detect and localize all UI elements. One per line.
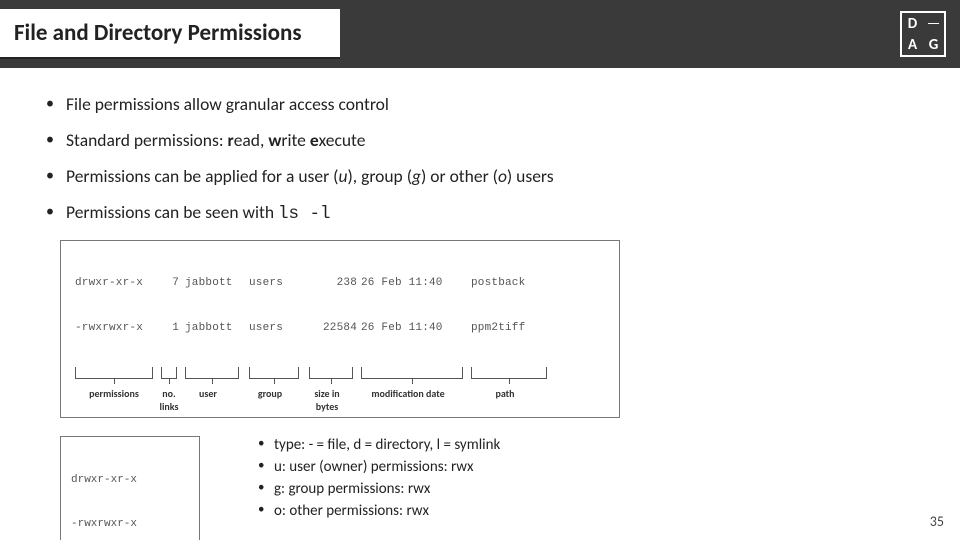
ls-row-0: drwxr-xr-x 7 jabbott users 238 26 Feb 11… bbox=[75, 276, 605, 291]
bracket-perm bbox=[75, 367, 153, 379]
slide-header: File and Directory Permissions D — A G bbox=[0, 0, 960, 68]
ls-perm-0: drwxr-xr-x bbox=[75, 276, 161, 291]
dag-logo: D — A G bbox=[900, 11, 946, 57]
perm-line-1: drwxr-xr-x bbox=[71, 473, 189, 488]
slide-body: File permissions allow granular access c… bbox=[0, 68, 960, 540]
label-group: group bbox=[245, 387, 295, 413]
bracket-labels: permissions no. links user group size in… bbox=[75, 387, 605, 413]
ls-rows: drwxr-xr-x 7 jabbott users 238 26 Feb 11… bbox=[75, 247, 605, 366]
perm-line-2: -rwxrwxr-x bbox=[71, 517, 189, 532]
ls-links-0: 7 bbox=[161, 276, 185, 291]
bracket-size bbox=[309, 367, 353, 379]
ls-links-1: 1 bbox=[161, 321, 185, 336]
title-container: File and Directory Permissions bbox=[0, 9, 340, 59]
ls-group-0: users bbox=[249, 276, 309, 291]
b2-pre: Standard permissions: bbox=[66, 129, 227, 151]
b2-exec: xecute bbox=[319, 129, 366, 151]
slide-title: File and Directory Permissions bbox=[14, 19, 302, 47]
ls-output-diagram: drwxr-xr-x 7 jabbott users 238 26 Feb 11… bbox=[60, 240, 620, 419]
perm-lines: drwxr-xr-x -rwxrwxr-x bbox=[71, 443, 189, 540]
label-perm: permissions bbox=[75, 387, 153, 413]
bullet-2: Standard permissions: read, write execut… bbox=[46, 130, 920, 152]
logo-g: G bbox=[923, 34, 944, 55]
ls-path-1: ppm2tiff bbox=[471, 321, 605, 336]
ls-group-1: users bbox=[249, 321, 309, 336]
permission-breakdown-box: drwxr-xr-x -rwxrwxr-x type u g o bbox=[60, 436, 200, 540]
bullet-1: File permissions allow granular access c… bbox=[46, 94, 920, 116]
sub-3: g: group permissions: rwx bbox=[258, 480, 500, 498]
b2-w: w bbox=[268, 129, 281, 151]
b4-cmd: ls -l bbox=[278, 204, 331, 224]
logo-d: D bbox=[902, 13, 923, 34]
sub-bullet-list: type: - = file, d = directory, l = symli… bbox=[258, 436, 500, 524]
ls-date-0: 26 Feb 11:40 bbox=[361, 276, 471, 291]
b3-pre: Permissions can be applied for a user ( bbox=[66, 165, 338, 187]
bullet-4: Permissions can be seen with ls -l bbox=[46, 202, 920, 226]
b3-end: ) users bbox=[507, 165, 554, 187]
page-number: 35 bbox=[930, 513, 944, 530]
bullet-3: Permissions can be applied for a user (u… bbox=[46, 166, 920, 188]
label-path: path bbox=[467, 387, 543, 413]
label-date: modification date bbox=[357, 387, 459, 413]
ls-path-0: postback bbox=[471, 276, 605, 291]
logo-a: A bbox=[902, 34, 923, 55]
ls-date-1: 26 Feb 11:40 bbox=[361, 321, 471, 336]
label-size: size in bytes bbox=[305, 387, 349, 413]
sub-1: type: - = file, d = directory, l = symli… bbox=[258, 436, 500, 454]
bracket-links bbox=[161, 367, 177, 379]
b4-pre: Permissions can be seen with bbox=[66, 201, 278, 223]
bracket-group bbox=[249, 367, 299, 379]
ls-user-0: jabbott bbox=[185, 276, 249, 291]
bracket-path bbox=[471, 367, 547, 379]
ls-row-1: -rwxrwxr-x 1 jabbott users 22584 26 Feb … bbox=[75, 321, 605, 336]
logo-dash: — bbox=[923, 13, 944, 34]
ls-perm-1: -rwxrwxr-x bbox=[75, 321, 161, 336]
b2-write: rite bbox=[281, 129, 309, 151]
label-user: user bbox=[181, 387, 235, 413]
ls-user-1: jabbott bbox=[185, 321, 249, 336]
sub-2: u: user (owner) permissions: rwx bbox=[258, 458, 500, 476]
b3-m1: ), group ( bbox=[347, 165, 412, 187]
b3-m2: ) or other ( bbox=[421, 165, 498, 187]
lower-row: drwxr-xr-x -rwxrwxr-x type u g o type: -… bbox=[60, 436, 920, 540]
b3-g: g bbox=[412, 165, 421, 187]
ls-size-1: 22584 bbox=[309, 321, 361, 336]
bracket-date bbox=[361, 367, 463, 379]
label-links: no. links bbox=[157, 387, 181, 413]
main-bullet-list: File permissions allow granular access c… bbox=[46, 94, 920, 226]
b2-read: ead, bbox=[234, 129, 269, 151]
b2-e: e bbox=[310, 129, 319, 151]
bracket-row bbox=[75, 367, 605, 379]
b3-o: o bbox=[498, 165, 507, 187]
bracket-user bbox=[185, 367, 239, 379]
ls-size-0: 238 bbox=[309, 276, 361, 291]
sub-4: o: other permissions: rwx bbox=[258, 502, 500, 520]
